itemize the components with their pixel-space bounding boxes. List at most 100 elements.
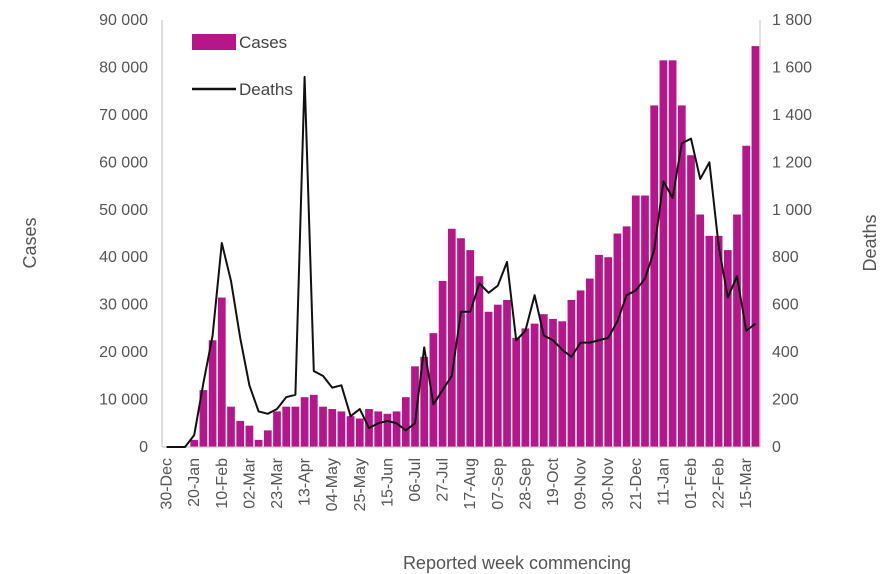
- cases-bar: [475, 276, 484, 447]
- y-left-tick-label: 40 000: [99, 249, 148, 266]
- cases-bar: [346, 416, 355, 447]
- x-tick-label: 15-Mar: [738, 457, 755, 508]
- deaths-line-layer: [166, 75, 757, 448]
- y-right-tick-label: 1 800: [772, 12, 812, 29]
- cases-bar: [512, 337, 521, 447]
- x-tick-label: 23-Mar: [269, 457, 286, 508]
- y-right-tick-label: 1 600: [772, 59, 812, 76]
- x-tick-label: 25-May: [352, 458, 369, 511]
- cases-bar: [291, 406, 300, 447]
- axes: [161, 20, 761, 448]
- cases-bar: [309, 394, 318, 447]
- x-tick-label: 22-Feb: [711, 458, 728, 509]
- x-tick-label: 30-Dec: [159, 458, 176, 510]
- cases-bar: [521, 328, 530, 447]
- x-tick-label: 19-Oct: [545, 457, 562, 506]
- x-tick-label: 10-Feb: [214, 458, 231, 509]
- cases-bar: [447, 228, 456, 447]
- cases-bar: [585, 278, 594, 447]
- cases-bar: [558, 321, 567, 447]
- cases-bar: [217, 297, 226, 447]
- x-tick-label: 01-Feb: [683, 458, 700, 509]
- cases-bar: [696, 214, 705, 447]
- cases-bar: [401, 397, 410, 447]
- cases-bar: [539, 314, 548, 447]
- x-tick-label: 04-May: [324, 458, 341, 511]
- x-tick-label: 20-Jan: [186, 458, 203, 507]
- x-tick-label: 09-Nov: [573, 458, 590, 510]
- x-tick-label: 17-Aug: [462, 458, 479, 510]
- legend-deaths-label: Deaths: [239, 80, 293, 99]
- legend: Cases Deaths: [192, 33, 293, 99]
- cases-bar: [751, 46, 760, 448]
- cases-bar: [659, 60, 668, 447]
- cases-bar: [622, 226, 631, 447]
- cases-bar: [604, 257, 613, 447]
- cases-bar: [328, 409, 337, 447]
- tick-labels: 0 10 000 20 000 30 000 40 000 50 000 60 000 70 …: [99, 12, 812, 511]
- cases-bar: [273, 411, 281, 447]
- y-left-tick-label: 30 000: [99, 297, 148, 314]
- cases-bar: [337, 411, 346, 447]
- cases-bar: [484, 311, 493, 447]
- cases-bar: [503, 299, 511, 447]
- cases-bar: [236, 420, 245, 447]
- cases-bar: [650, 105, 659, 448]
- cases-bar: [429, 333, 438, 447]
- y-left-tick-label: 70 000: [99, 107, 148, 124]
- cases-bar: [631, 195, 640, 447]
- cases-bar: [420, 356, 429, 447]
- cases-bar: [723, 250, 732, 447]
- x-tick-label: 06-Jul: [407, 458, 424, 502]
- cases-bars: [190, 46, 760, 448]
- x-tick-label: 30-Nov: [600, 458, 617, 510]
- cases-bar: [466, 250, 475, 447]
- cases-bar: [668, 60, 677, 447]
- x-tick-label: 21-Dec: [628, 458, 645, 510]
- cases-bar: [530, 323, 539, 447]
- y-axis-left-title: Cases: [20, 217, 40, 268]
- cases-bar: [677, 105, 686, 448]
- cases-bar: [355, 418, 364, 447]
- y-left-tick-label: 60 000: [99, 154, 148, 171]
- deaths-line: [166, 75, 757, 448]
- x-tick-label: 02-Mar: [241, 457, 258, 508]
- cases-bar: [411, 366, 419, 447]
- cases-bar: [742, 145, 751, 448]
- x-tick-label: 27-Jul: [435, 458, 452, 502]
- x-tick-label: 11-Jan: [655, 458, 672, 506]
- cases-bar: [641, 195, 649, 447]
- cases-bar: [705, 235, 714, 447]
- y-right-tick-label: 1 400: [772, 107, 812, 124]
- legend-cases-label: Cases: [239, 33, 287, 52]
- cases-bar: [190, 439, 199, 447]
- y-right-tick-label: 200: [772, 392, 799, 409]
- y-right-tick-label: 800: [772, 249, 799, 266]
- y-left-tick-label: 20 000: [99, 344, 148, 361]
- cases-bar: [245, 425, 254, 447]
- y-left-tick-label: 10 000: [99, 392, 148, 409]
- cases-bar: [374, 411, 383, 447]
- y-left-tick-label: 50 000: [99, 202, 148, 219]
- y-right-tick-label: 0: [772, 439, 781, 456]
- x-axis-title: Reported week commencing: [403, 553, 631, 573]
- cases-bar: [549, 318, 557, 447]
- y-right-tick-label: 1 200: [772, 154, 812, 171]
- y-axis-right-title: Deaths: [860, 214, 880, 271]
- cases-bar: [438, 280, 447, 447]
- cases-bar: [199, 390, 208, 447]
- y-right-tick-label: 400: [772, 344, 799, 361]
- y-right-tick-label: 600: [772, 297, 799, 314]
- cases-bar: [733, 214, 741, 447]
- cases-bar: [208, 340, 217, 447]
- cases-bar: [282, 406, 291, 447]
- x-tick-label: 28-Sep: [517, 458, 534, 510]
- cases-bar: [493, 304, 502, 447]
- cases-bar: [595, 254, 603, 447]
- x-tick-label: 07-Sep: [490, 458, 507, 510]
- y-left-tick-label: 80 000: [99, 59, 148, 76]
- y-right-tick-label: 1 000: [772, 202, 812, 219]
- legend-cases-swatch: [192, 34, 236, 50]
